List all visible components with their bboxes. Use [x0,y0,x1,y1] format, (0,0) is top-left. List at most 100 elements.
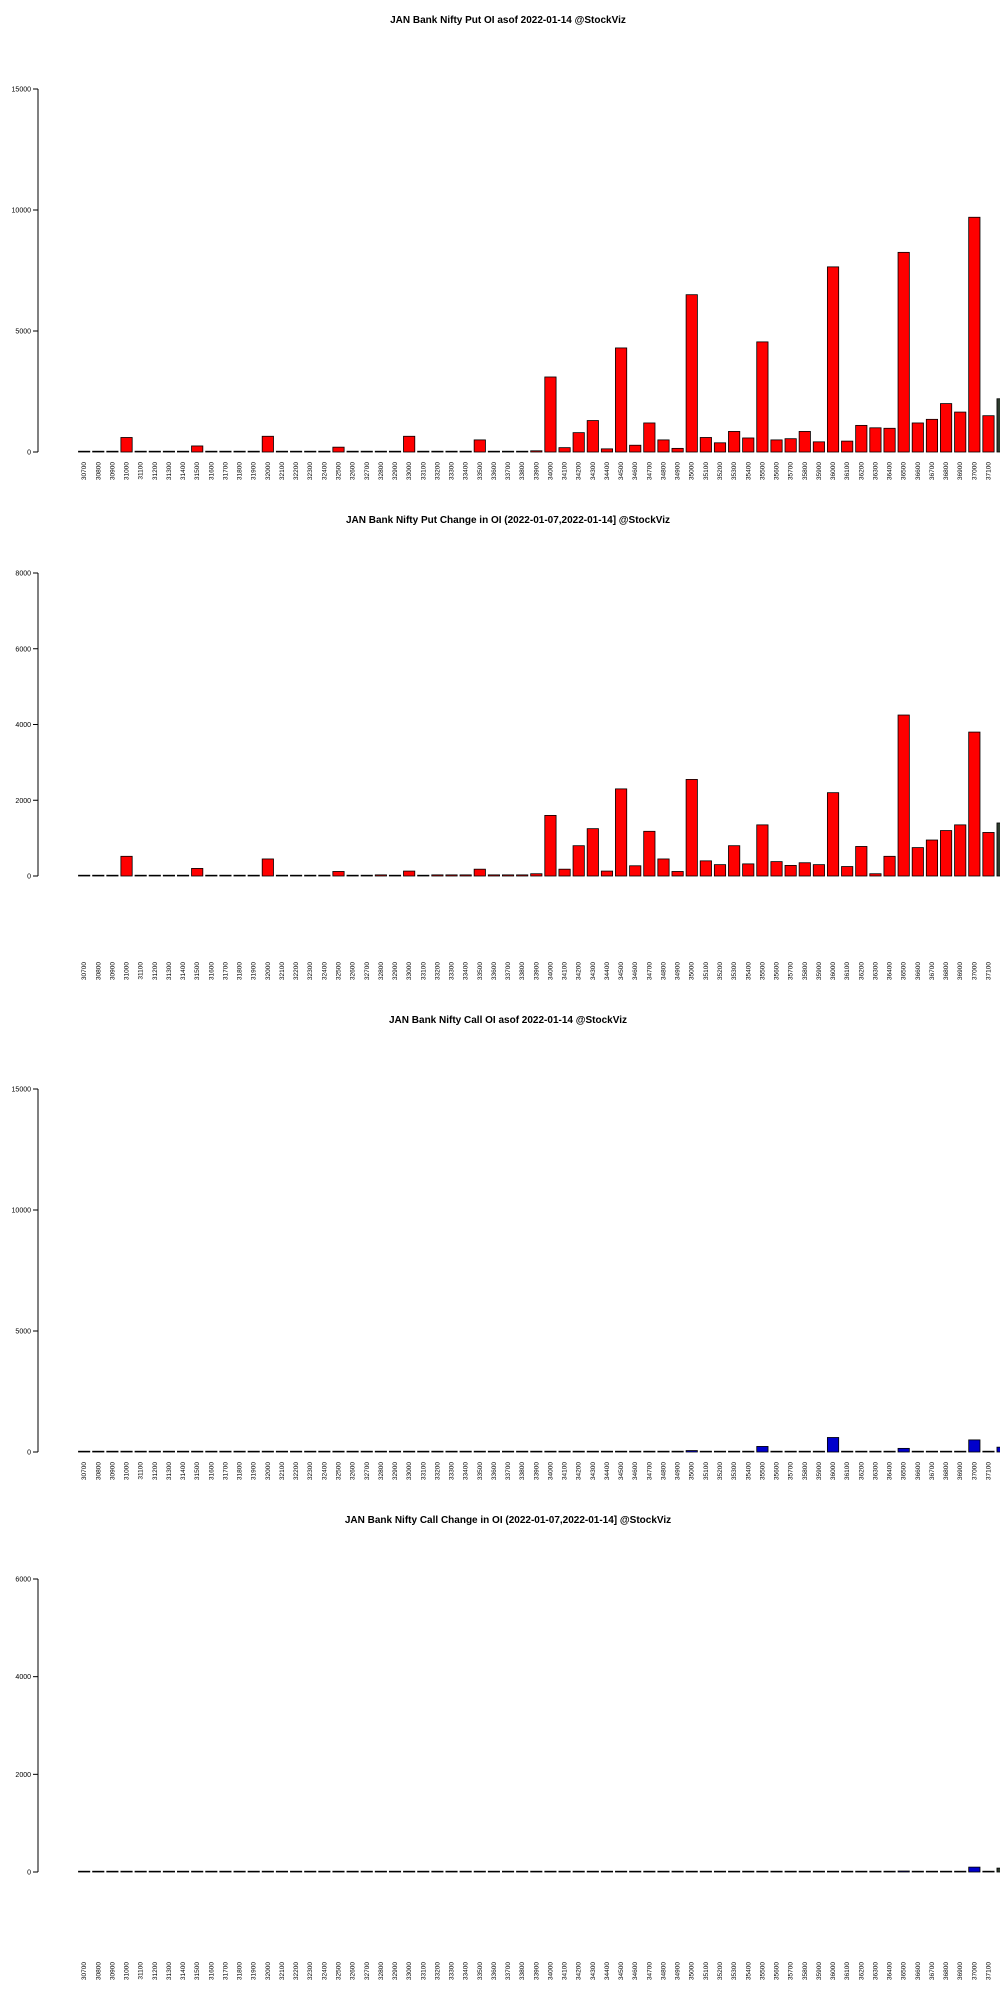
bar-34500 [615,347,628,453]
bar-36200 [855,846,868,877]
x-tick-label: 31300 [166,1962,173,1980]
bar-31100 [134,1870,147,1873]
bar-31600 [205,1450,218,1453]
x-tick-label: 31500 [194,462,201,480]
bar-36900 [954,1450,967,1453]
x-tick-label: 32800 [378,1462,385,1480]
x-tick-label: 31400 [180,1962,187,1980]
bar-32900 [388,1870,402,1873]
x-tick-label: 32500 [335,1462,342,1480]
bar-37000 [968,1866,981,1873]
bar-33600 [487,1450,500,1453]
bar-32200 [290,874,303,877]
bar-36900 [954,411,967,453]
x-tick-label: 35500 [759,462,766,480]
bar-36200 [855,1870,868,1873]
chart-title: JAN Bank Nifty Call Change in OI (2022-0… [345,1515,671,1526]
bar-31000 [120,437,133,453]
x-tick-label: 34600 [632,1962,639,1980]
x-tick-labels: 30700 30800 30900 31000 31100 31200 31300 31400… [81,462,992,480]
bar-34300 [586,1450,599,1453]
x-tick-label: 33800 [519,1462,526,1480]
bar-33900 [530,873,543,877]
bar-32600 [346,450,359,453]
x-tick-label: 31600 [208,1962,215,1980]
bar-37100 [982,1870,995,1873]
call-change-oi-chart: JAN Bank Nifty Call Change in OI (2022-0… [15,1515,1000,1980]
x-tick-label: 35700 [788,962,795,980]
bar-35100 [699,1450,712,1453]
x-tick-label: 32200 [293,1462,300,1480]
x-tick-label: 31000 [124,1962,131,1980]
x-tick-label: 33400 [463,962,470,980]
x-tick-label: 34600 [632,462,639,480]
bar-34800 [657,1870,670,1873]
bar-30800 [92,874,105,877]
bar-31600 [205,874,218,877]
bar-32800 [374,450,387,453]
y-tick-label: 4000 [15,722,31,729]
y-tick-label: 2000 [15,1772,31,1779]
bar-35900 [812,1870,825,1873]
x-tick-label: 35400 [745,962,752,980]
bar-31200 [148,1870,161,1873]
x-tick-label: 34700 [646,1962,653,1980]
put-change-oi-chart-panel: JAN Bank Nifty Put Change in OI (2022-01… [0,500,1000,1000]
bar-36300 [869,873,882,877]
x-tick-label: 34500 [618,1462,625,1480]
bar-34900 [671,871,684,877]
x-tick-label: 33100 [420,462,427,480]
bar-33600 [487,1870,500,1873]
bar-31300 [162,1450,175,1453]
x-tick-label: 34400 [604,1462,611,1480]
bar-34200 [572,845,585,877]
x-tick-label: 36500 [901,1962,908,1980]
x-tick-label: 32100 [279,1462,286,1480]
x-tick-label: 35500 [759,1462,766,1480]
bar-35200 [713,1870,727,1873]
bar-31700 [219,874,232,877]
x-tick-label: 35200 [717,1962,724,1980]
y-tick-label: 10000 [12,1208,32,1215]
x-tick-label: 30800 [95,462,102,480]
x-tick-label: 36000 [830,1462,837,1480]
x-tick-label: 36100 [844,1462,851,1480]
x-tick-label: 33800 [519,962,526,980]
bar-36200 [855,1450,868,1453]
bar-33300 [445,1450,458,1453]
x-tick-label: 35800 [802,962,809,980]
bar-partial-next [996,822,1000,877]
x-tick-label: 32600 [350,462,357,480]
x-tick-label: 32600 [350,1962,357,1980]
bar-34800 [657,439,670,453]
bar-34100 [558,447,571,453]
bar-33200 [431,450,444,453]
x-tick-label: 34700 [646,462,653,480]
bar-35900 [812,441,825,453]
x-tick-label: 32200 [293,462,300,480]
bar-36500 [897,1447,910,1453]
bar-33400 [459,1870,472,1873]
bar-33300 [445,1870,458,1873]
bar-32600 [346,874,359,877]
chart-title: JAN Bank Nifty Put Change in OI (2022-01… [346,515,670,526]
bar-36500 [897,1870,910,1873]
bar-37000 [968,216,981,453]
x-tick-label: 35700 [788,1462,795,1480]
bar-34000 [544,1450,557,1453]
x-tick-label: 32400 [321,462,328,480]
bar-31000 [120,855,133,877]
bar-34000 [544,814,557,877]
x-tick-label: 31200 [152,462,159,480]
bar-34300 [586,420,599,453]
y-tick-label: 6000 [15,646,31,653]
x-tick-label: 35100 [703,462,710,480]
bar-34200 [572,1870,585,1873]
x-tick-label: 33300 [449,1962,456,1980]
x-tick-label: 30800 [95,1962,102,1980]
bar-35500 [756,1870,769,1873]
x-tick-label: 32100 [279,962,286,980]
x-tick-label: 32800 [378,1962,385,1980]
x-tick-label: 32700 [364,462,371,480]
x-tick-label: 31100 [138,1962,145,1980]
